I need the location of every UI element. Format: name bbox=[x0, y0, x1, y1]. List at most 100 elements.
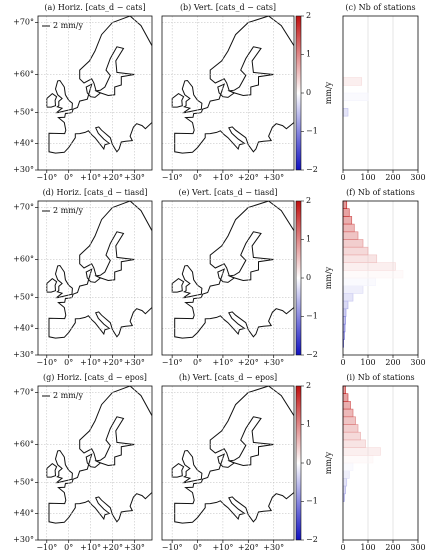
y-tick-label: +50° bbox=[13, 478, 34, 487]
bar bbox=[342, 462, 354, 471]
colorbar-tick-label: 2 bbox=[306, 196, 311, 205]
x-tick-label: 0° bbox=[64, 173, 73, 182]
x-tick-label: +20° bbox=[238, 543, 259, 550]
map bbox=[171, 16, 294, 154]
coastline bbox=[46, 277, 58, 293]
map-frame bbox=[161, 15, 295, 171]
coastline bbox=[46, 462, 58, 478]
x-tick-label: 300 bbox=[410, 543, 425, 550]
coastline bbox=[94, 416, 135, 467]
y-tick-label: +60° bbox=[13, 70, 34, 79]
coastline bbox=[171, 92, 185, 108]
coastline bbox=[174, 16, 294, 154]
colorbar-tick-label: 0 bbox=[306, 88, 311, 97]
coastline bbox=[174, 386, 294, 524]
bar bbox=[342, 447, 381, 456]
x-tick-label: −10° bbox=[162, 358, 183, 367]
map-frame bbox=[37, 385, 153, 541]
panel-title: (d) Horiz. [cats_d − tiasd] bbox=[43, 188, 148, 197]
coastline bbox=[54, 264, 73, 299]
coastline bbox=[94, 46, 135, 97]
bar bbox=[342, 269, 404, 279]
colorbar-tick-label: −1 bbox=[306, 312, 318, 321]
bar bbox=[342, 231, 359, 240]
bar bbox=[342, 208, 350, 217]
y-tick-label: +50° bbox=[13, 108, 34, 117]
y-tick-label: +50° bbox=[13, 293, 34, 302]
x-tick-label: +20° bbox=[102, 543, 123, 550]
x-tick-label: +20° bbox=[102, 173, 123, 182]
hist-frame bbox=[342, 200, 419, 356]
x-tick-label: 200 bbox=[385, 358, 400, 367]
y-tick-label: +60° bbox=[13, 255, 34, 264]
x-tick-label: 0° bbox=[193, 358, 202, 367]
y-tick-label: +30° bbox=[13, 350, 34, 359]
y-tick-label: +40° bbox=[13, 323, 34, 332]
x-tick-label: −10° bbox=[36, 358, 57, 367]
bar bbox=[342, 431, 361, 441]
colorbar-tick-label: 0 bbox=[306, 273, 311, 282]
x-tick-label: 0° bbox=[64, 543, 73, 550]
y-tick-label: +30° bbox=[13, 165, 34, 174]
coastline bbox=[48, 386, 152, 524]
coastline bbox=[181, 264, 203, 299]
x-tick-label: 200 bbox=[385, 543, 400, 550]
map bbox=[46, 201, 152, 339]
hist-frame bbox=[342, 385, 419, 541]
coastline bbox=[94, 231, 135, 282]
bar bbox=[342, 308, 347, 317]
coastline bbox=[48, 16, 152, 154]
bar bbox=[342, 254, 378, 263]
x-tick-label: +20° bbox=[102, 358, 123, 367]
bar bbox=[342, 92, 369, 101]
x-tick-label: 0° bbox=[64, 358, 73, 367]
x-tick-label: 0 bbox=[340, 358, 345, 367]
colorbar-label: mm/y bbox=[324, 266, 333, 289]
x-tick-label: −10° bbox=[162, 543, 183, 550]
coastline bbox=[181, 79, 203, 114]
bar bbox=[342, 470, 350, 479]
map-frame bbox=[37, 15, 153, 171]
colorbar-tick-label: −2 bbox=[306, 165, 318, 174]
y-tick-label: +70° bbox=[13, 203, 34, 212]
colorbar-tick-label: 2 bbox=[306, 381, 311, 390]
bar bbox=[342, 285, 364, 294]
bar bbox=[342, 216, 353, 225]
colorbar-tick-label: −2 bbox=[306, 350, 318, 359]
x-tick-label: +30° bbox=[124, 173, 145, 182]
map-frame bbox=[161, 200, 295, 356]
scale-label: 2 mm/y bbox=[53, 391, 84, 400]
colorbar bbox=[295, 15, 302, 171]
panel-title: (i) Nb of stations bbox=[346, 373, 414, 382]
bar bbox=[342, 300, 349, 310]
x-tick-label: +20° bbox=[238, 358, 259, 367]
bar bbox=[342, 454, 374, 464]
x-tick-label: 0 bbox=[340, 543, 345, 550]
y-tick-label: +70° bbox=[13, 18, 34, 27]
x-tick-label: +10° bbox=[80, 358, 101, 367]
colorbar bbox=[295, 200, 302, 356]
panel-title: (b) Vert. [cats_d − cats] bbox=[180, 3, 276, 12]
colorbar-tick-label: −1 bbox=[306, 127, 318, 136]
bar bbox=[342, 393, 349, 402]
coastline bbox=[171, 277, 185, 293]
colorbar-tick-label: 1 bbox=[306, 50, 311, 59]
coastline bbox=[48, 201, 152, 339]
coastline bbox=[181, 449, 203, 484]
coastline bbox=[227, 46, 274, 97]
x-tick-label: 0° bbox=[193, 173, 202, 182]
panel-title: (c) Nb of stations bbox=[345, 3, 415, 12]
x-tick-label: +10° bbox=[212, 173, 233, 182]
bar bbox=[342, 401, 351, 410]
coastline bbox=[227, 231, 274, 282]
bar bbox=[342, 277, 376, 286]
x-tick-label: +10° bbox=[212, 358, 233, 367]
x-tick-label: +10° bbox=[80, 543, 101, 550]
map bbox=[171, 201, 294, 339]
bar bbox=[342, 77, 363, 86]
bar bbox=[342, 246, 369, 256]
x-tick-label: 300 bbox=[410, 358, 425, 367]
y-tick-label: +30° bbox=[13, 535, 34, 544]
colorbar bbox=[295, 385, 302, 541]
